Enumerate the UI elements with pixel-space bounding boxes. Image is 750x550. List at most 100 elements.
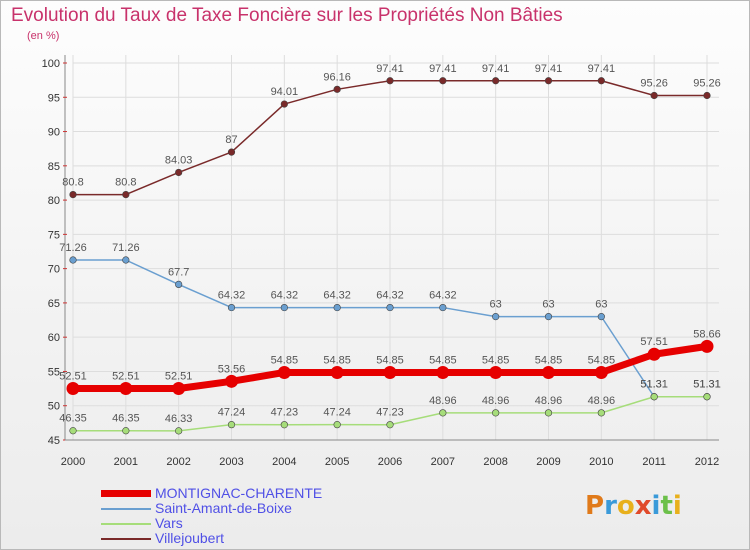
- data-label: 58.66: [693, 328, 721, 340]
- data-point: [436, 365, 450, 379]
- legend-item-vars: Vars: [101, 516, 322, 531]
- y-tick-label: 100: [42, 58, 60, 70]
- x-tick-label: 2005: [325, 456, 349, 468]
- y-tick-label: 65: [48, 298, 60, 310]
- data-point: [69, 191, 77, 199]
- data-point: [66, 382, 80, 396]
- legend-label: Saint-Amant-de-Boixe: [155, 500, 292, 516]
- data-point: [489, 365, 503, 379]
- data-label: 52.51: [59, 371, 87, 383]
- legend: MONTIGNAC-CHARENTE Saint-Amant-de-Boixe …: [101, 486, 322, 546]
- proxiti-logo: Proxiti: [585, 491, 682, 521]
- x-tick-label: 2009: [536, 456, 560, 468]
- data-point: [542, 365, 555, 379]
- legend-item-villejoubert: Villejoubert: [101, 531, 322, 546]
- data-label: 52.51: [165, 371, 193, 383]
- data-label: 63: [490, 299, 502, 311]
- logo-letter: P: [585, 491, 605, 521]
- data-label: 46.33: [165, 413, 193, 425]
- x-tick-label: 2001: [114, 456, 138, 468]
- data-point: [544, 313, 553, 321]
- data-label: 54.85: [429, 354, 457, 366]
- series-layer: [66, 77, 714, 435]
- data-point: [597, 409, 605, 417]
- data-label: 80.8: [62, 177, 83, 189]
- data-point: [175, 280, 183, 289]
- data-point: [383, 365, 397, 379]
- data-point: [647, 347, 661, 361]
- data-point: [386, 421, 394, 429]
- data-point: [544, 77, 553, 85]
- data-label: 64.32: [218, 290, 246, 302]
- data-label: 47.24: [218, 407, 246, 419]
- data-point: [439, 303, 447, 312]
- data-label: 54.85: [271, 354, 299, 366]
- data-point: [597, 313, 605, 321]
- data-point: [703, 393, 711, 401]
- data-point: [333, 85, 341, 93]
- x-tick-label: 2011: [642, 456, 666, 468]
- data-point: [439, 409, 447, 417]
- y-tick-label: 90: [48, 127, 60, 139]
- logo-letter: t: [660, 491, 673, 521]
- logo-letter: i: [672, 491, 682, 521]
- legend-swatch: [101, 537, 151, 540]
- x-tick-label: 2006: [378, 456, 402, 468]
- legend-swatch: [101, 507, 151, 510]
- data-point: [172, 382, 186, 396]
- x-tick-label: 2004: [272, 456, 296, 468]
- legend-swatch: [101, 522, 151, 525]
- y-tick-label: 95: [48, 92, 60, 104]
- legend-swatch: [101, 490, 151, 497]
- legend-item-montignac: MONTIGNAC-CHARENTE: [101, 486, 322, 501]
- data-label: 48.96: [429, 395, 457, 407]
- data-label: 97.41: [482, 63, 510, 75]
- data-point: [69, 427, 77, 435]
- legend-label: Vars: [155, 515, 183, 531]
- x-tick-label: 2003: [219, 456, 243, 468]
- data-point: [333, 303, 341, 312]
- data-point: [492, 77, 500, 85]
- data-point: [122, 427, 130, 435]
- data-label: 64.32: [323, 290, 351, 302]
- x-tick-label: 2010: [589, 456, 613, 468]
- y-tick-label: 45: [48, 435, 60, 447]
- data-label: 46.35: [112, 413, 140, 425]
- unit-label: (en %): [27, 30, 60, 42]
- data-label: 54.85: [376, 354, 404, 366]
- data-label: 54.85: [323, 354, 351, 366]
- data-label: 97.41: [376, 63, 404, 75]
- data-label: 51.31: [640, 379, 668, 391]
- legend-item-saint-amant: Saint-Amant-de-Boixe: [101, 501, 322, 516]
- logo-letter: r: [604, 491, 617, 521]
- data-label: 64.32: [376, 290, 404, 302]
- x-tick-label: 2007: [431, 456, 455, 468]
- x-tick-label: 2012: [695, 456, 719, 468]
- data-label: 95.26: [640, 77, 668, 89]
- data-label: 96.16: [323, 71, 351, 83]
- data-label: 97.41: [588, 63, 616, 75]
- data-point: [650, 91, 658, 100]
- grid-layer: [72, 55, 719, 441]
- logo-letter: i: [651, 491, 661, 521]
- data-label: 54.85: [588, 354, 616, 366]
- data-label: 48.96: [588, 395, 616, 407]
- data-point: [330, 365, 344, 379]
- data-label: 53.56: [218, 363, 246, 375]
- data-label: 48.96: [535, 395, 563, 407]
- x-tick-label: 2008: [483, 456, 507, 468]
- data-label: 47.24: [323, 407, 351, 419]
- data-point: [544, 409, 553, 417]
- data-label: 95.26: [693, 77, 721, 89]
- data-point: [492, 313, 500, 321]
- data-point: [650, 393, 658, 401]
- x-tick-label: 2002: [166, 456, 190, 468]
- data-point: [122, 256, 130, 264]
- y-tick-label: 75: [48, 229, 60, 241]
- data-point: [119, 382, 133, 396]
- data-point: [227, 303, 236, 312]
- data-label: 87: [225, 134, 237, 146]
- logo-letter: o: [616, 491, 635, 521]
- legend-label: Villejoubert: [155, 530, 225, 546]
